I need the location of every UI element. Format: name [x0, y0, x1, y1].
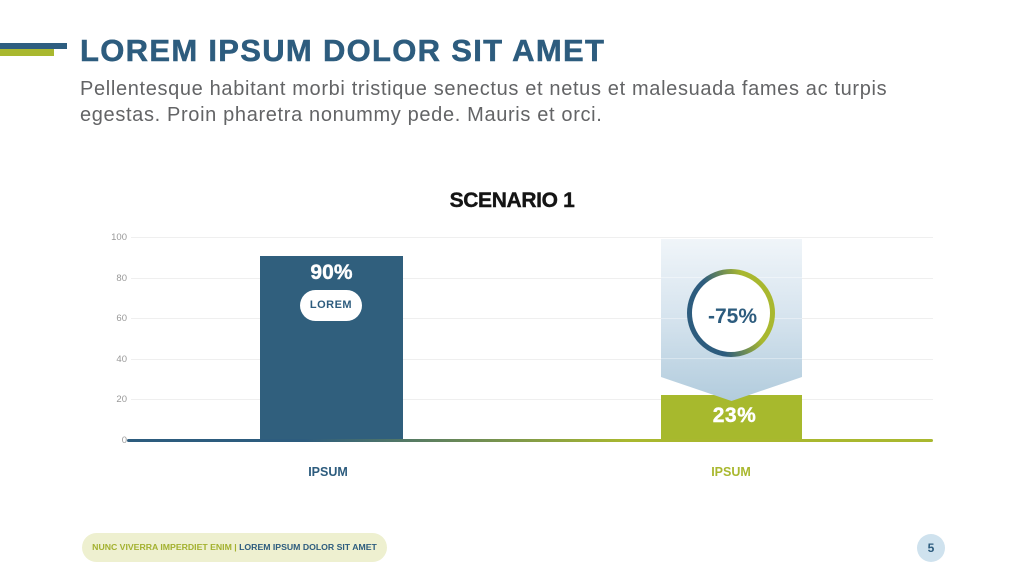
- svg-text:-75%: -75%: [708, 305, 757, 328]
